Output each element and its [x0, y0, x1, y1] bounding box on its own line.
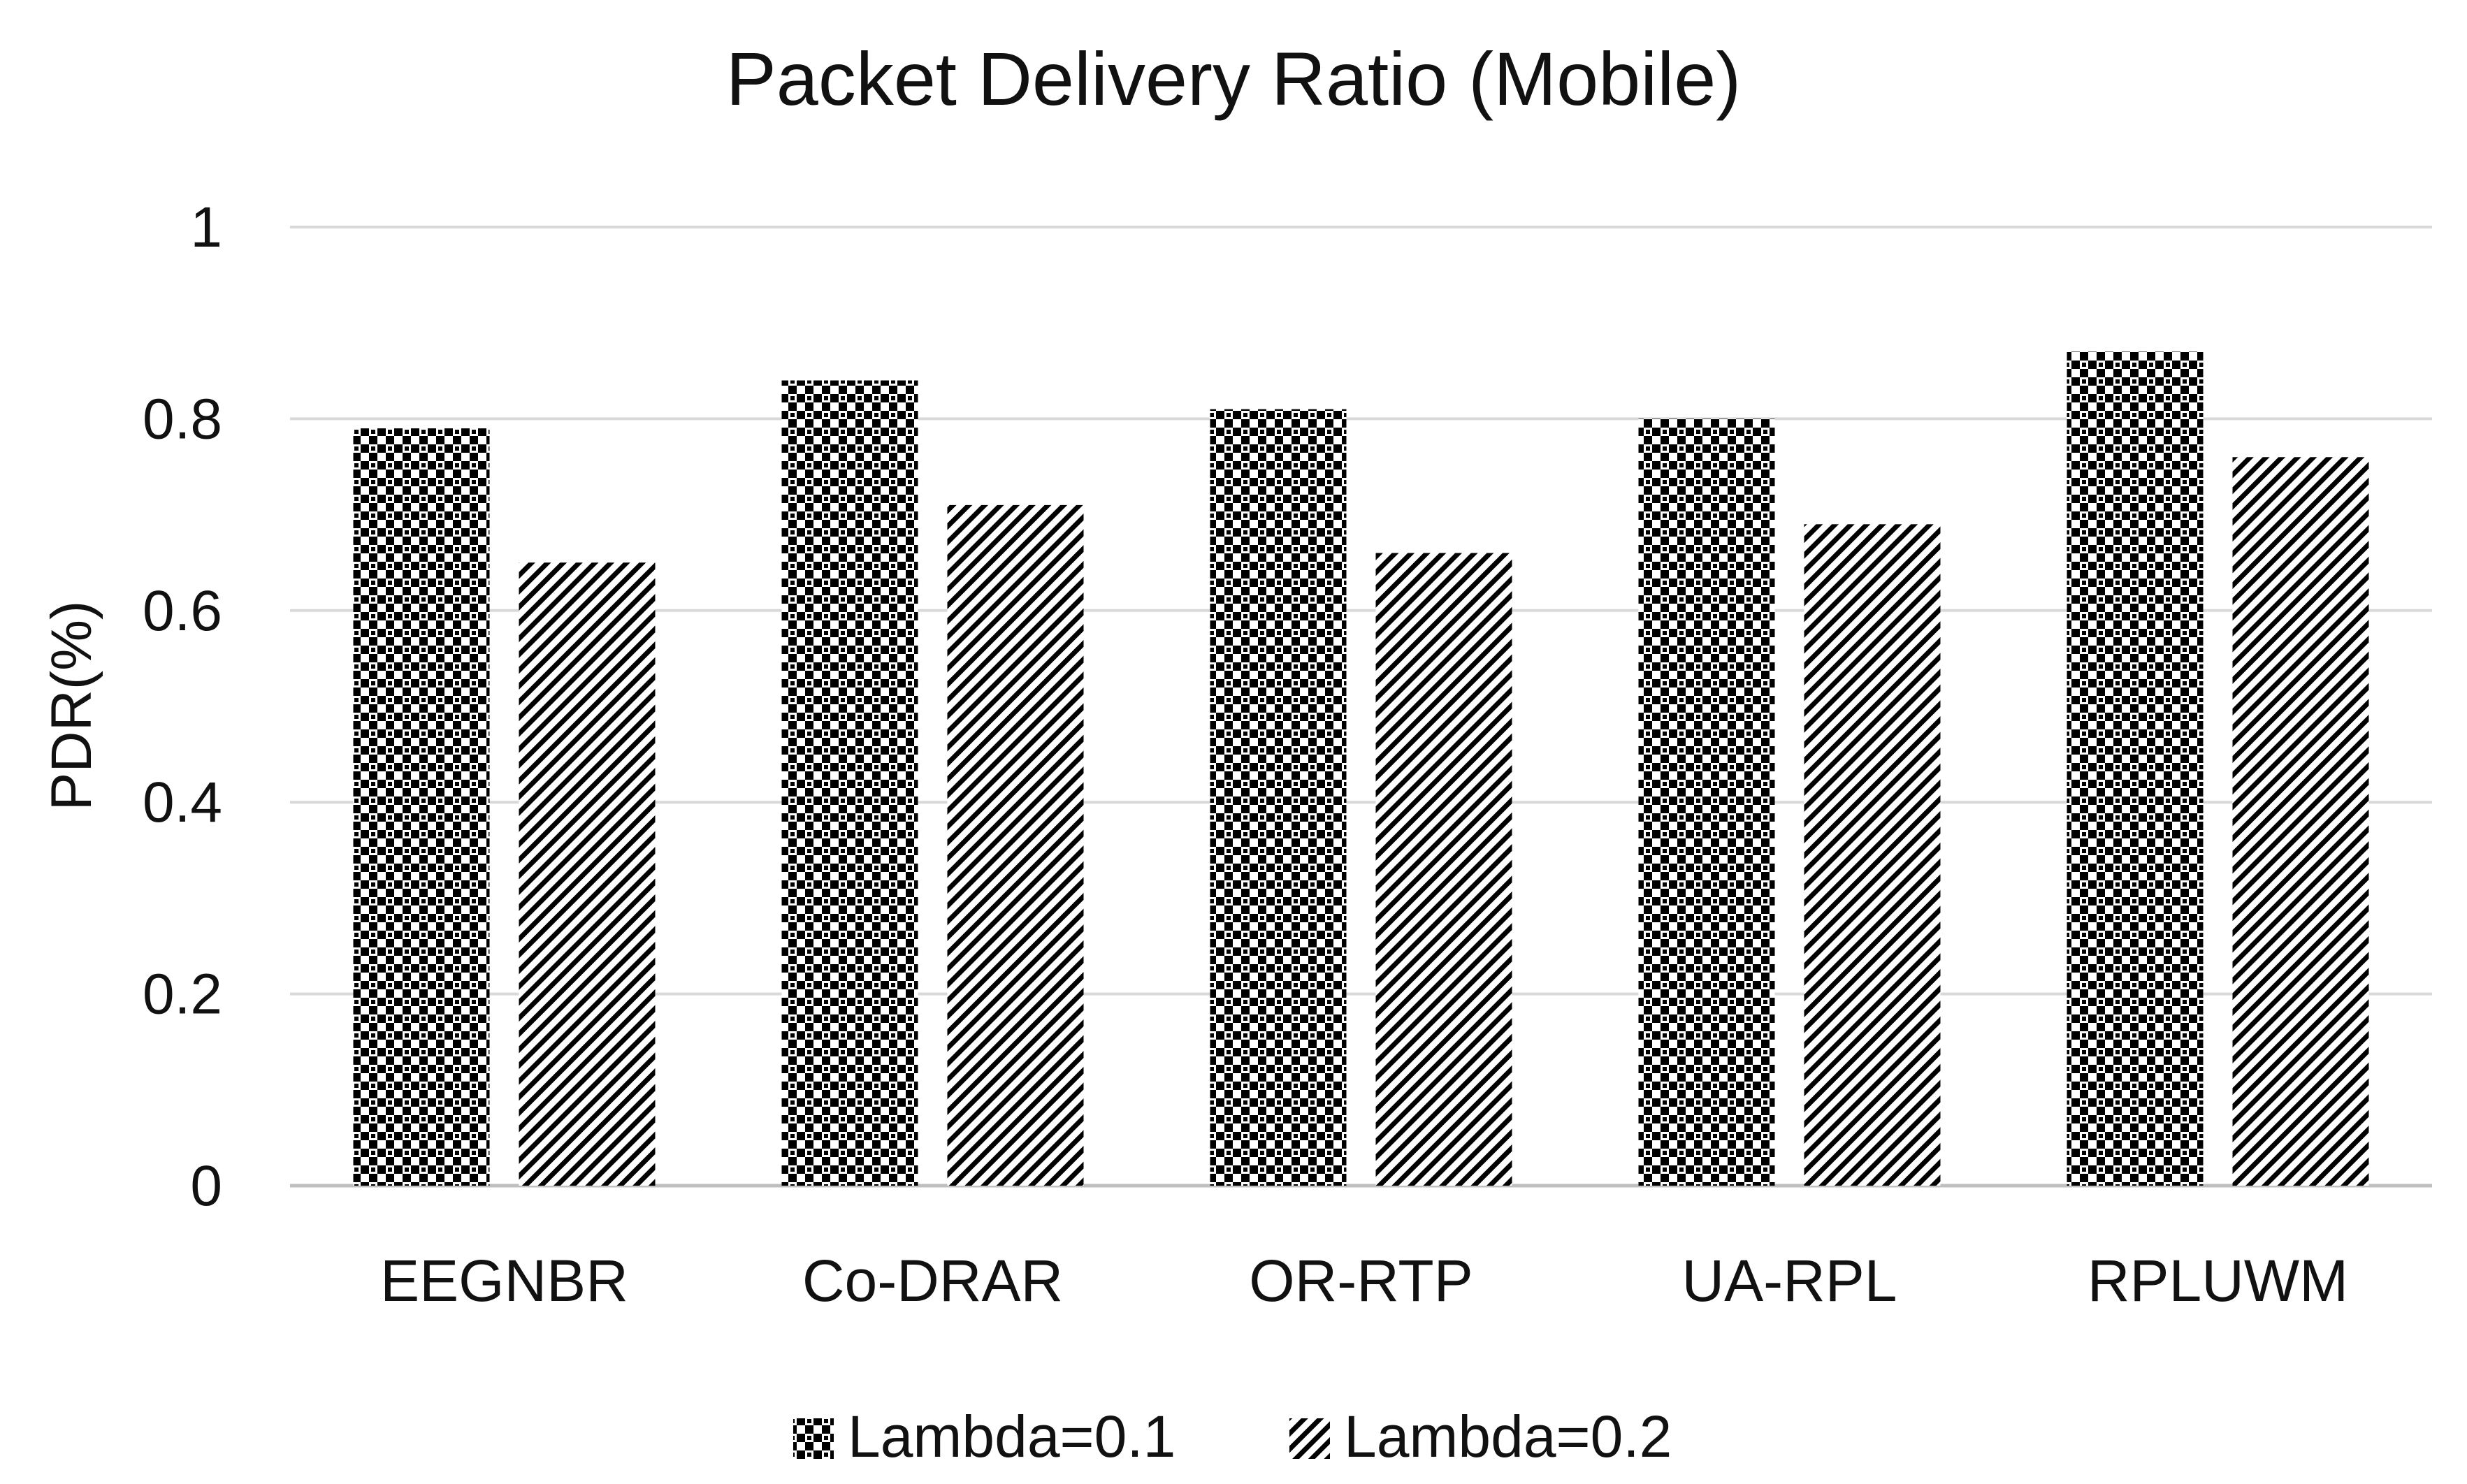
bar-diagonal [2232, 457, 2369, 1186]
y-tick-label: 0 [190, 1154, 222, 1218]
legend-label: Lambda=0.2 [1344, 1404, 1672, 1469]
chart-title: Packet Delivery Ratio (Mobile) [726, 36, 1741, 121]
legend-swatch [1289, 1418, 1330, 1459]
legend-label: Lambda=0.1 [848, 1404, 1175, 1469]
y-tick-labels: 0 0.2 0.4 0.6 0.8 1 [143, 196, 222, 1218]
bar-checker [1210, 409, 1347, 1186]
x-tick-label: Co-DRAR [802, 1248, 1063, 1314]
bar-diagonal [1375, 553, 1512, 1186]
y-tick-label: 0.2 [143, 963, 222, 1026]
bar-diagonal [1804, 524, 1941, 1186]
bar-diagonal [947, 504, 1084, 1186]
y-tick-label: 1 [190, 196, 222, 259]
legend: Lambda=0.1 Lambda=0.2 [793, 1404, 1672, 1469]
x-tick-label: RPLUWM [2088, 1248, 2348, 1314]
x-tick-label: UA-RPL [1681, 1248, 1897, 1314]
x-tick-labels: EEGNBR Co-DRAR OR-RTP UA-RPL RPLUWM [380, 1248, 2348, 1314]
y-tick-label: 0.8 [143, 387, 222, 451]
bar-checker [781, 380, 918, 1186]
bars [353, 351, 2369, 1186]
x-tick-label: EEGNBR [380, 1248, 628, 1314]
legend-swatch [793, 1418, 834, 1459]
bar-diagonal [519, 562, 656, 1186]
x-tick-label: OR-RTP [1249, 1248, 1473, 1314]
y-axis-label: PDR(%) [40, 601, 103, 811]
bar-checker [353, 428, 490, 1186]
y-tick-label: 0.6 [143, 579, 222, 643]
bar-checker [2067, 351, 2204, 1186]
bar-checker [1638, 419, 1775, 1186]
y-tick-label: 0.4 [143, 771, 222, 834]
